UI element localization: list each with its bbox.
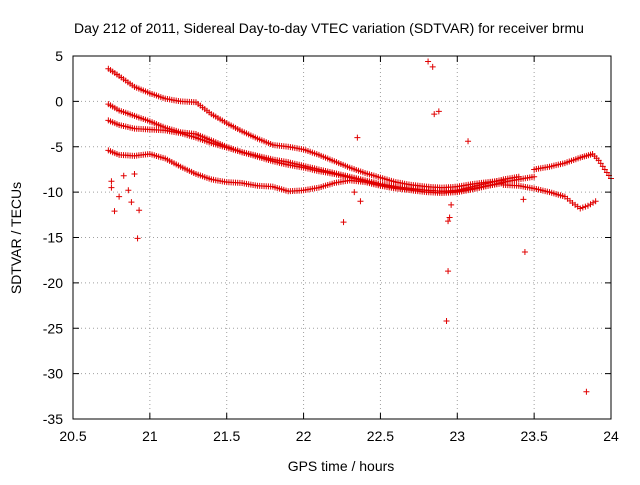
y-tick-label: 0 [55, 93, 63, 109]
data-point [443, 317, 450, 324]
data-point [116, 193, 123, 200]
y-tick-label: -25 [43, 320, 63, 336]
data-point [603, 169, 610, 176]
y-tick-label: -30 [43, 366, 63, 382]
series-track-d [105, 147, 507, 197]
y-tick-label: -35 [43, 411, 63, 427]
data-point [120, 172, 127, 179]
data-point [136, 207, 143, 214]
data-point [531, 173, 538, 180]
data-point [445, 218, 452, 225]
data-point [579, 204, 586, 211]
x-tick-label: 24 [603, 428, 619, 444]
series-track-a [105, 65, 507, 191]
data-point [108, 178, 115, 185]
series-outliers [108, 58, 590, 395]
data-point [577, 205, 584, 212]
data-point [429, 63, 436, 70]
y-tick-label: -15 [43, 230, 63, 246]
grid-lines [73, 56, 611, 419]
x-tick-label: 23 [449, 428, 465, 444]
x-axis-label: GPS time / hours [288, 458, 395, 474]
data-point [582, 203, 589, 210]
data-point [445, 268, 452, 275]
series-track-b [105, 101, 522, 195]
data-point [521, 249, 528, 256]
data-point [134, 235, 141, 242]
series-track-e [500, 181, 599, 212]
y-tick-label: 5 [55, 48, 63, 64]
data-point [446, 214, 453, 221]
data-point [435, 108, 442, 115]
data-point [431, 111, 438, 118]
data-point [599, 163, 606, 170]
data-point [125, 187, 132, 194]
chart-title: Day 212 of 2011, Sidereal Day-to-day VTE… [74, 20, 584, 36]
data-point [601, 166, 608, 173]
data-point [131, 170, 138, 177]
data-point [595, 157, 602, 164]
data-point [128, 199, 135, 206]
data-point [354, 134, 361, 141]
y-tick-label: -10 [43, 184, 63, 200]
x-tick-label: 22 [296, 428, 312, 444]
series-track-f [531, 151, 614, 182]
data-point [351, 189, 358, 196]
data-point [448, 201, 455, 208]
x-tick-label: 20.5 [59, 428, 86, 444]
data-point [583, 388, 590, 395]
data-point [357, 198, 364, 205]
y-tick-label: -5 [51, 139, 64, 155]
x-tick-label: 21.5 [213, 428, 240, 444]
data-point [425, 58, 432, 65]
data-point [108, 184, 115, 191]
data-point [592, 198, 599, 205]
data-point [520, 196, 527, 203]
y-axis: 5 0 -5 -10 -15 -20 -25 -30 -35 [43, 48, 611, 427]
data-point [340, 219, 347, 226]
data-points [105, 58, 614, 395]
data-point [597, 160, 604, 167]
data-point [465, 138, 472, 145]
y-tick-label: -20 [43, 275, 63, 291]
x-tick-label: 22.5 [367, 428, 394, 444]
x-tick-label: 21 [142, 428, 158, 444]
y-axis-label: SDTVAR / TECUs [8, 182, 24, 294]
x-tick-label: 23.5 [521, 428, 548, 444]
data-point [111, 208, 118, 215]
x-axis: 20.5 21 21.5 22 22.5 23 23.5 24 [59, 56, 619, 444]
